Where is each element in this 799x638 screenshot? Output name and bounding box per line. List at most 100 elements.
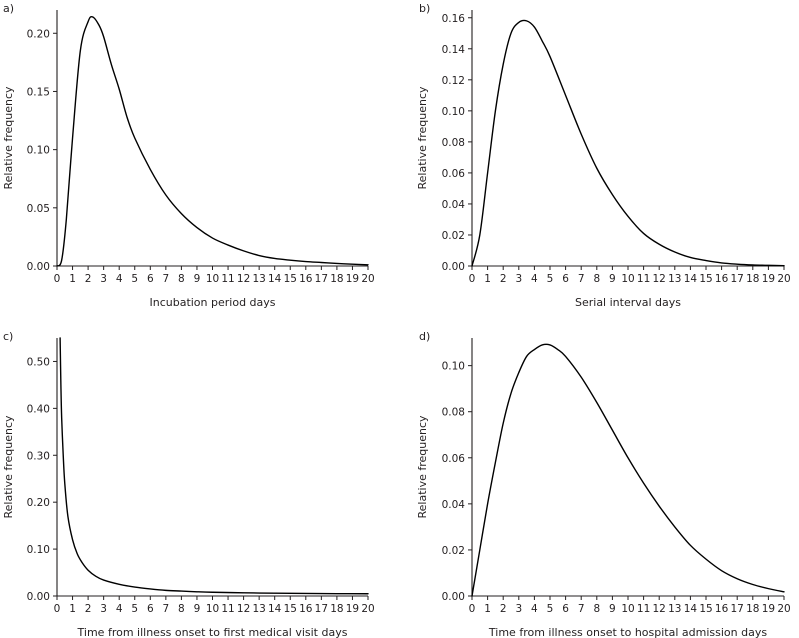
x-tick-label: 5: [131, 603, 138, 615]
y-axis-title: Relative frequency: [2, 86, 15, 190]
x-tick-label: 5: [547, 273, 554, 285]
series-line: [471, 343, 785, 597]
x-tick-label: 1: [484, 603, 491, 615]
x-tick-label: 19: [762, 273, 775, 285]
x-tick-label: 7: [163, 603, 170, 615]
x-tick-label: 12: [237, 603, 250, 615]
x-tick-label: 6: [147, 603, 154, 615]
x-tick-label: 3: [515, 603, 522, 615]
x-tick-label: 16: [715, 603, 729, 615]
x-tick-label: 14: [684, 603, 698, 615]
x-tick-label: 13: [668, 273, 681, 285]
y-tick-label: 0.08: [442, 407, 465, 419]
series-line: [471, 19, 785, 267]
x-tick-label: 1: [69, 603, 76, 615]
chart-panel-1: a)0 1 2 3 4 5 6 7 8 9 10 11 12 13 14 15 16 17 18 19 200.000.…: [2, 2, 375, 309]
y-tick-label: 0.10: [442, 106, 465, 118]
y-axis-title: Relative frequency: [416, 415, 429, 519]
x-tick-label: 17: [315, 603, 328, 615]
chart-panel-3: c)0 1 2 3 4 5 6 7 8 9 10 11 12 13 14 15 16 17 18 19 200.000.…: [2, 330, 375, 638]
x-tick-label: 9: [609, 603, 616, 615]
y-tick-label: 0.50: [27, 356, 50, 368]
x-tick-label: 16: [299, 273, 313, 285]
x-tick-label: 2: [85, 603, 92, 615]
x-tick-label: 1: [69, 273, 76, 285]
x-tick-label: 15: [699, 603, 712, 615]
x-tick-label: 9: [194, 603, 201, 615]
x-tick-label: 6: [562, 273, 569, 285]
x-tick-label: 18: [746, 603, 759, 615]
y-axis-title: Relative frequency: [416, 86, 429, 190]
x-tick-label: 19: [346, 273, 359, 285]
x-tick-label: 0: [54, 603, 61, 615]
y-tick-label: 0.14: [442, 44, 466, 56]
x-tick-label: 14: [268, 603, 282, 615]
x-tick-label: 11: [637, 273, 650, 285]
x-axis-title: Incubation period days: [149, 296, 275, 309]
y-tick-label: 0.30: [27, 450, 50, 462]
x-tick-label: 6: [147, 273, 154, 285]
y-tick-label: 0.02: [442, 545, 465, 557]
y-tick-label: 0.10: [442, 361, 465, 373]
y-tick-label: 0.10: [27, 145, 50, 157]
x-tick-label: 14: [268, 273, 282, 285]
x-tick-label: 17: [315, 273, 328, 285]
x-tick-label: 3: [100, 603, 107, 615]
y-tick-label: 0.04: [442, 499, 466, 511]
panel-label: a): [3, 2, 14, 15]
x-tick-label: 12: [653, 273, 666, 285]
x-tick-label: 8: [593, 273, 600, 285]
x-tick-label: 17: [731, 603, 744, 615]
x-tick-label: 19: [762, 603, 775, 615]
chart-panel-4: d)0 1 2 3 4 5 6 7 8 9 10 11 12 13 14 15 16 17 18 19 200.000.…: [416, 330, 791, 638]
x-tick-label: 20: [361, 603, 374, 615]
x-tick-label: 9: [609, 273, 616, 285]
x-tick-label: 10: [206, 273, 219, 285]
y-tick-label: 0.00: [442, 261, 465, 273]
x-tick-label: 11: [221, 273, 234, 285]
x-axis-title: Time from illness onset to first medical…: [77, 626, 348, 638]
series-line: [59, 337, 369, 595]
y-tick-label: 0.06: [442, 168, 466, 180]
x-tick-label: 12: [653, 603, 666, 615]
x-tick-label: 1: [484, 273, 491, 285]
x-tick-label: 3: [100, 273, 107, 285]
x-tick-label: 8: [178, 273, 185, 285]
panel-label: c): [3, 330, 13, 343]
y-tick-label: 0.00: [27, 591, 50, 603]
series-line: [56, 15, 369, 267]
y-tick-label: 0.04: [442, 199, 466, 211]
y-tick-label: 0.15: [27, 86, 50, 98]
x-tick-label: 15: [284, 603, 297, 615]
x-tick-label: 2: [500, 273, 507, 285]
x-tick-label: 8: [178, 603, 185, 615]
x-tick-label: 10: [206, 603, 219, 615]
y-tick-label: 0.10: [27, 544, 50, 556]
x-tick-label: 7: [578, 273, 585, 285]
x-tick-label: 0: [469, 603, 476, 615]
x-tick-label: 8: [593, 603, 600, 615]
y-tick-label: 0.12: [442, 75, 465, 87]
x-tick-label: 19: [346, 603, 359, 615]
x-tick-label: 12: [237, 273, 250, 285]
y-tick-label: 0.40: [27, 403, 50, 415]
x-tick-label: 2: [500, 603, 507, 615]
x-tick-label: 4: [531, 603, 538, 615]
x-tick-label: 18: [330, 603, 343, 615]
x-tick-label: 11: [637, 603, 650, 615]
y-tick-label: 0.05: [27, 203, 50, 215]
x-tick-label: 5: [131, 273, 138, 285]
x-tick-label: 13: [252, 603, 265, 615]
y-tick-label: 0.16: [442, 13, 466, 25]
x-tick-label: 6: [562, 603, 569, 615]
x-tick-label: 7: [163, 273, 170, 285]
x-tick-label: 10: [621, 603, 634, 615]
x-tick-label: 0: [54, 273, 61, 285]
x-axis-title: Serial interval days: [575, 296, 681, 309]
x-tick-label: 20: [777, 273, 790, 285]
x-tick-label: 0: [469, 273, 476, 285]
x-tick-label: 13: [252, 273, 265, 285]
y-axis-title: Relative frequency: [2, 415, 15, 519]
x-tick-label: 18: [746, 273, 759, 285]
